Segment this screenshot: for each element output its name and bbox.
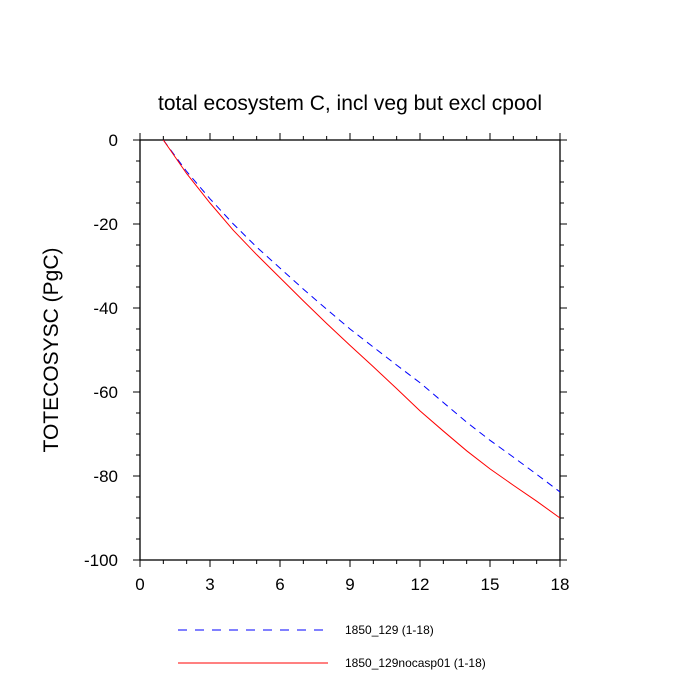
series-line-1 bbox=[162, 139, 561, 493]
series-lines bbox=[162, 139, 561, 519]
y-tick-label: -20 bbox=[93, 215, 118, 234]
x-tick-label: 9 bbox=[345, 575, 354, 594]
series-line-2 bbox=[162, 139, 561, 519]
chart-title: total ecosystem C, incl veg but excl cpo… bbox=[158, 92, 542, 115]
axis-ticks bbox=[133, 133, 567, 567]
y-tick-label: -80 bbox=[93, 467, 118, 486]
tick-labels: 0 3 6 9 12 15 18 0 -20 -40 -60 -80 -100 bbox=[84, 131, 569, 594]
x-tick-label: 12 bbox=[411, 575, 430, 594]
x-tick-label: 15 bbox=[481, 575, 500, 594]
legend: 1850_129 (1-18) 1850_129nocasp01 (1-18) bbox=[178, 623, 486, 670]
y-tick-label: 0 bbox=[109, 131, 118, 150]
x-tick-label: 6 bbox=[275, 575, 284, 594]
plot-frame bbox=[139, 139, 561, 561]
x-tick-label: 18 bbox=[551, 575, 570, 594]
legend-label-1: 1850_129 (1-18) bbox=[345, 623, 434, 637]
y-tick-label: -60 bbox=[93, 383, 118, 402]
legend-label-2: 1850_129nocasp01 (1-18) bbox=[345, 656, 486, 670]
y-tick-label: -100 bbox=[84, 551, 118, 570]
x-tick-label: 3 bbox=[205, 575, 214, 594]
y-axis-label: TOTECOSYSC (PgC) bbox=[40, 248, 63, 453]
x-tick-label: 0 bbox=[135, 575, 144, 594]
y-tick-label: -40 bbox=[93, 299, 118, 318]
